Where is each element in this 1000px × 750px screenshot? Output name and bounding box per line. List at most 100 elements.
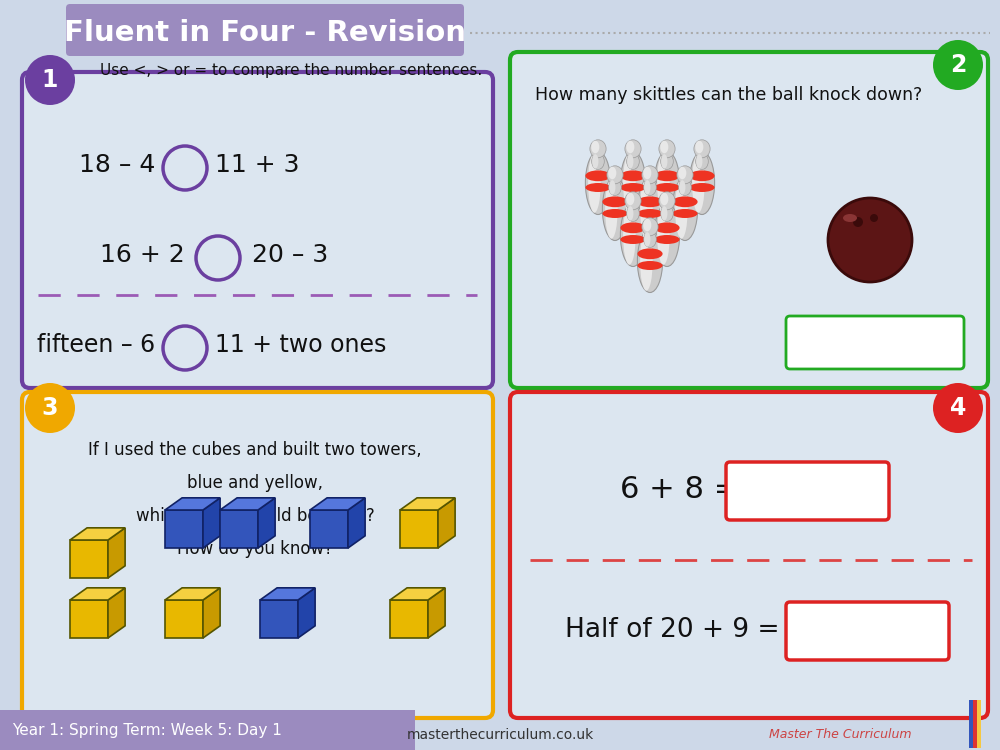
Ellipse shape: [654, 203, 680, 266]
Text: How do you know?: How do you know?: [177, 540, 333, 558]
Ellipse shape: [637, 196, 663, 207]
Text: Year 1: Spring Term: Week 5: Day 1: Year 1: Spring Term: Week 5: Day 1: [12, 724, 282, 739]
Polygon shape: [108, 528, 125, 578]
Ellipse shape: [588, 153, 601, 213]
Ellipse shape: [672, 178, 698, 241]
Polygon shape: [400, 510, 438, 548]
Circle shape: [25, 55, 75, 105]
Ellipse shape: [620, 183, 646, 192]
Circle shape: [25, 383, 75, 433]
Ellipse shape: [625, 192, 641, 210]
Ellipse shape: [675, 179, 688, 238]
Ellipse shape: [627, 153, 639, 170]
Polygon shape: [165, 498, 220, 510]
Ellipse shape: [608, 166, 616, 179]
Polygon shape: [428, 588, 445, 638]
Polygon shape: [310, 510, 348, 548]
Ellipse shape: [661, 153, 673, 170]
Ellipse shape: [637, 230, 663, 292]
Bar: [0, 710, 415, 750]
Ellipse shape: [626, 193, 634, 206]
Polygon shape: [70, 540, 108, 578]
Text: 16 + 2: 16 + 2: [100, 243, 185, 267]
Ellipse shape: [637, 248, 663, 259]
Ellipse shape: [620, 152, 646, 214]
Bar: [977, 700, 981, 748]
Circle shape: [933, 383, 983, 433]
Text: 1: 1: [42, 68, 58, 92]
Text: 6 + 8 =: 6 + 8 =: [620, 476, 739, 505]
Polygon shape: [220, 510, 258, 548]
Ellipse shape: [679, 180, 685, 194]
Ellipse shape: [843, 214, 857, 222]
Text: which tower would be taller?: which tower would be taller?: [136, 507, 374, 525]
Ellipse shape: [644, 180, 650, 194]
Ellipse shape: [627, 154, 633, 169]
Ellipse shape: [678, 166, 686, 179]
Text: fifteen – 6: fifteen – 6: [37, 333, 155, 357]
Ellipse shape: [620, 235, 646, 244]
Circle shape: [853, 217, 863, 227]
Ellipse shape: [643, 219, 651, 231]
Ellipse shape: [637, 209, 663, 218]
Ellipse shape: [623, 153, 636, 213]
Ellipse shape: [585, 170, 611, 182]
Ellipse shape: [659, 192, 675, 210]
Ellipse shape: [677, 166, 693, 184]
Ellipse shape: [602, 209, 628, 218]
Ellipse shape: [643, 166, 651, 179]
Ellipse shape: [692, 153, 705, 213]
Ellipse shape: [592, 153, 604, 170]
Ellipse shape: [620, 223, 646, 233]
Ellipse shape: [654, 183, 680, 192]
Polygon shape: [400, 498, 455, 510]
Text: 18 – 4: 18 – 4: [79, 153, 155, 177]
Text: 4: 4: [950, 396, 966, 420]
Text: How many skittles can the ball knock down?: How many skittles can the ball knock dow…: [535, 86, 922, 104]
Ellipse shape: [661, 154, 667, 169]
Polygon shape: [165, 510, 203, 548]
Ellipse shape: [627, 206, 633, 220]
Ellipse shape: [620, 170, 646, 182]
Ellipse shape: [644, 179, 656, 196]
Polygon shape: [220, 498, 275, 510]
Text: masterthecurriculum.co.uk: masterthecurriculum.co.uk: [406, 728, 594, 742]
Polygon shape: [70, 588, 125, 600]
Ellipse shape: [627, 206, 639, 221]
FancyBboxPatch shape: [66, 4, 464, 56]
FancyBboxPatch shape: [510, 52, 988, 388]
Ellipse shape: [660, 193, 668, 206]
Polygon shape: [258, 498, 275, 548]
Ellipse shape: [640, 179, 653, 238]
Ellipse shape: [602, 196, 628, 207]
Ellipse shape: [642, 217, 658, 236]
Ellipse shape: [640, 231, 653, 291]
Polygon shape: [203, 498, 220, 548]
Ellipse shape: [660, 141, 668, 153]
Ellipse shape: [696, 154, 702, 169]
Ellipse shape: [654, 170, 680, 182]
Ellipse shape: [602, 178, 628, 241]
Ellipse shape: [623, 206, 636, 265]
Text: Use <, > or = to compare the number sentences.: Use <, > or = to compare the number sent…: [100, 62, 482, 77]
Ellipse shape: [657, 153, 670, 213]
Ellipse shape: [654, 223, 680, 233]
Text: 2: 2: [950, 53, 966, 77]
Ellipse shape: [585, 183, 611, 192]
Ellipse shape: [657, 206, 670, 265]
Ellipse shape: [637, 261, 663, 270]
Polygon shape: [108, 588, 125, 638]
Ellipse shape: [695, 141, 703, 153]
Polygon shape: [165, 600, 203, 638]
Ellipse shape: [644, 232, 650, 247]
Ellipse shape: [661, 206, 673, 221]
Ellipse shape: [689, 170, 715, 182]
Ellipse shape: [591, 141, 599, 153]
Ellipse shape: [654, 152, 680, 214]
Ellipse shape: [637, 178, 663, 241]
Circle shape: [828, 198, 912, 282]
Ellipse shape: [625, 140, 641, 158]
Ellipse shape: [679, 179, 691, 196]
Circle shape: [933, 40, 983, 90]
FancyBboxPatch shape: [22, 72, 493, 388]
